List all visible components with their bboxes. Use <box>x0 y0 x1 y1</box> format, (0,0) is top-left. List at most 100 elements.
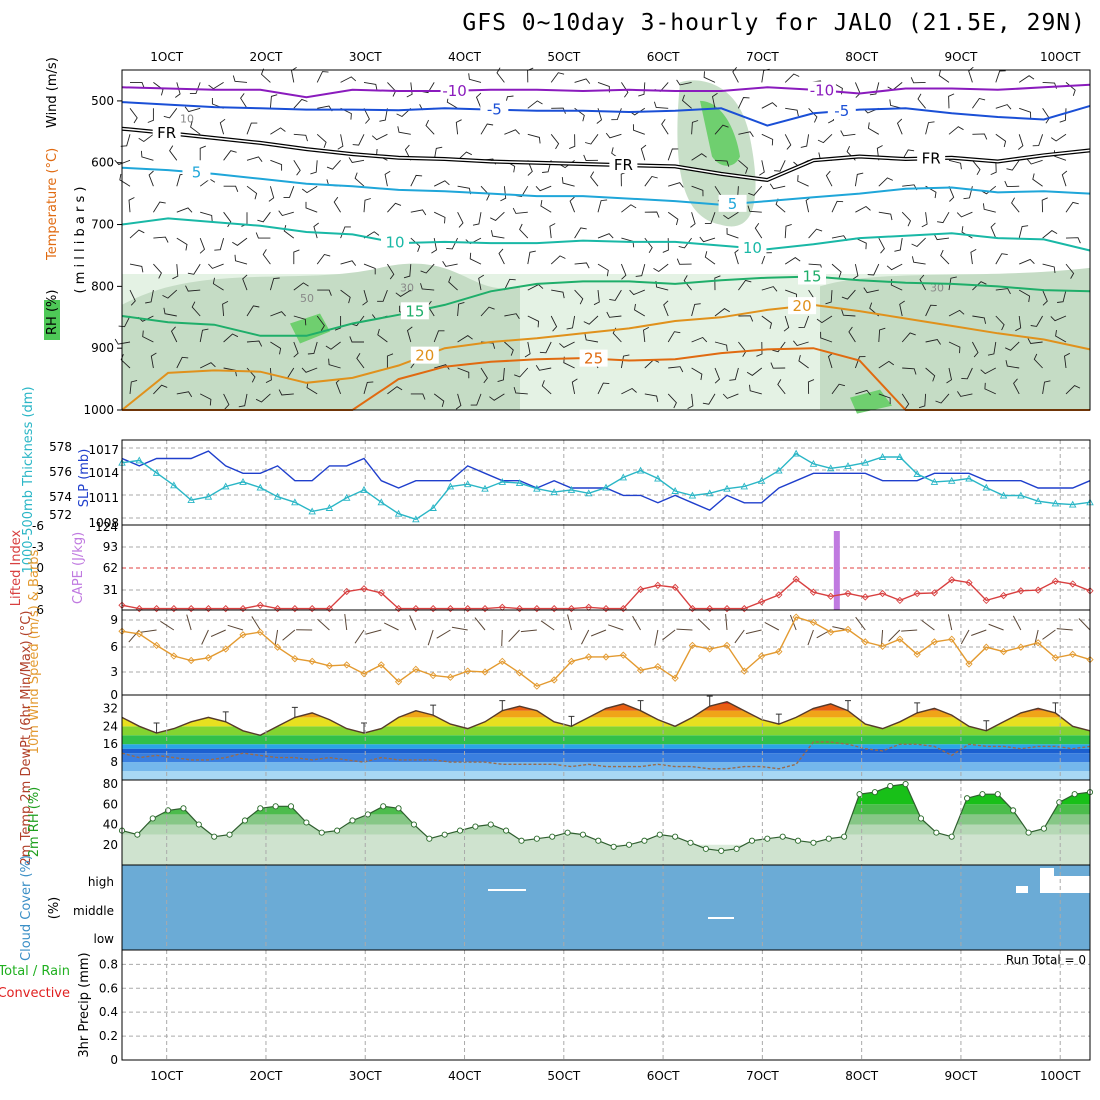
wind-barb <box>307 341 318 355</box>
wind-barb <box>919 274 926 291</box>
rh-legend-swatch <box>44 300 60 340</box>
thickness-line-point <box>1051 499 1060 507</box>
cloud-gap-high <box>1004 868 1090 893</box>
lifted-index-line-point <box>550 604 558 613</box>
lifted-axis-label: Lifted Index <box>9 529 24 606</box>
slp-frame <box>121 439 1091 526</box>
contour-label-bg <box>579 349 608 367</box>
lifted-index-line-point <box>152 604 161 613</box>
wind-barb <box>831 200 844 213</box>
wind-barb-10m <box>888 629 901 642</box>
wind-barb <box>925 304 937 317</box>
rh-area-high <box>700 100 740 166</box>
wind-barb <box>691 185 704 197</box>
thickness-line-point <box>602 483 610 491</box>
contour-label-bg <box>480 100 509 118</box>
wind-barb <box>644 393 659 402</box>
wind-barb-10m <box>354 629 365 644</box>
lifted-index-line-point <box>481 604 489 613</box>
wind-barb-10m <box>210 629 226 637</box>
wind-barb <box>886 263 903 271</box>
wind-barb <box>825 170 833 187</box>
contour-label: 15 <box>802 268 821 286</box>
wind-barb <box>574 262 590 269</box>
wind-speed-line-point <box>394 678 403 686</box>
wind-barb <box>480 367 488 384</box>
wind-barb <box>371 133 388 141</box>
wind-barb <box>584 134 599 145</box>
wind-speed-line-point <box>567 657 576 665</box>
wind-barb <box>470 393 482 406</box>
wind-barb <box>316 253 331 265</box>
rh-point <box>718 847 725 854</box>
minmax-bar <box>775 713 782 725</box>
wind-speed-line-point <box>446 673 455 681</box>
wind-barb-10m <box>383 622 399 631</box>
wind-barb <box>142 330 154 343</box>
wind-barb <box>848 326 856 343</box>
wind-speed-line-point <box>982 643 990 651</box>
thickness-line-point <box>360 485 368 493</box>
rh-point <box>380 803 387 810</box>
wind-barb-10m <box>960 629 970 645</box>
thickness-axis-label: 1000-500mb Thickness (dm) <box>21 386 36 573</box>
upper-air-frame <box>121 69 1091 411</box>
wind-tick-label: 9 <box>110 613 118 627</box>
rh-point <box>318 829 325 836</box>
x-tick-label-bottom: 3OCT <box>349 1069 382 1083</box>
wind-barb <box>668 366 684 373</box>
contour-purple <box>121 83 1091 99</box>
wind-barb-10m <box>365 629 382 635</box>
wind-barb <box>808 228 823 239</box>
wind-barb <box>899 300 905 317</box>
wind-barb <box>301 367 318 373</box>
wind-barb <box>130 81 145 89</box>
wind-barb <box>549 223 556 239</box>
wind-barb <box>457 301 465 317</box>
wind-barb <box>1013 378 1020 395</box>
thickness-line-point <box>515 479 524 487</box>
thickness-line-point <box>671 487 679 494</box>
wind-barb <box>535 364 552 371</box>
wind-barb <box>242 274 248 291</box>
wind-barb <box>191 301 201 317</box>
wind-barb <box>1065 385 1081 395</box>
wind-barb <box>1027 337 1043 344</box>
thickness-line-point <box>1068 500 1077 508</box>
wind-barb <box>387 202 402 213</box>
wind-barb <box>691 120 699 135</box>
wind-barb <box>448 276 458 291</box>
cloud-level-label: middle <box>73 904 114 918</box>
wind-barb <box>640 144 647 161</box>
wind-barb-10m <box>282 629 296 641</box>
wind-barb <box>377 328 388 343</box>
cloud-fill <box>122 865 1090 950</box>
wind-barb-10m <box>540 620 555 631</box>
wind-barb <box>784 134 792 150</box>
wind-barb <box>621 204 637 213</box>
wind-barb <box>995 70 1006 83</box>
wind-barb <box>234 254 248 265</box>
pressure-axis-label: ( m i l l i b a r s ) <box>73 187 88 294</box>
wind-barb-10m <box>427 629 434 646</box>
wind-speed-line-point <box>654 663 662 671</box>
thickness-line-point <box>567 485 576 493</box>
wind-barb <box>425 119 435 135</box>
wind-barb <box>200 362 216 369</box>
slp-tick-label: 1011 <box>88 491 119 505</box>
y-tick-label: 900 <box>91 341 114 355</box>
wind-barb <box>200 211 213 222</box>
temp-tick-label: 16 <box>103 737 118 751</box>
thickness-line-point <box>239 477 247 485</box>
wind-barb <box>457 335 473 343</box>
rh-point <box>334 827 341 834</box>
contour-label-bg <box>410 346 439 364</box>
rh-point <box>825 835 832 842</box>
lifted-index-line-point <box>343 587 351 596</box>
wind-speed-line-point <box>135 630 143 638</box>
wind-barb <box>1005 360 1020 369</box>
temp-tick-label: 24 <box>103 719 118 733</box>
wind-barb <box>769 183 786 190</box>
wind-barb <box>223 393 230 410</box>
wind-barb <box>469 252 482 265</box>
